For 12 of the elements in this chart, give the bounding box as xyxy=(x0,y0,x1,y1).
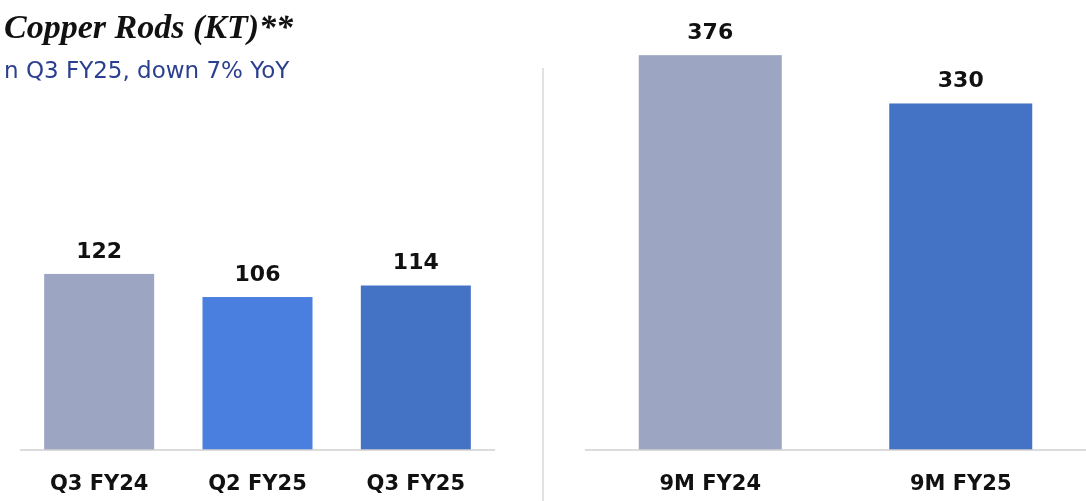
chart-subtitle: n Q3 FY25, down 7% YoY xyxy=(4,57,291,83)
data-label: 114 xyxy=(392,249,439,275)
x-tick-label: 9M FY25 xyxy=(909,471,1012,495)
data-label: 106 xyxy=(234,261,281,287)
chart-title: Copper Rods (KT)** xyxy=(4,8,294,46)
x-tick-label: Q3 FY25 xyxy=(366,471,466,495)
x-tick-label: 9M FY24 xyxy=(659,471,762,495)
data-label: 122 xyxy=(76,237,123,263)
x-tick-label: Q2 FY25 xyxy=(208,471,307,495)
x-tick-label: Q3 FY24 xyxy=(49,471,149,495)
data-label: 330 xyxy=(937,67,984,93)
data-label: 376 xyxy=(687,19,734,45)
